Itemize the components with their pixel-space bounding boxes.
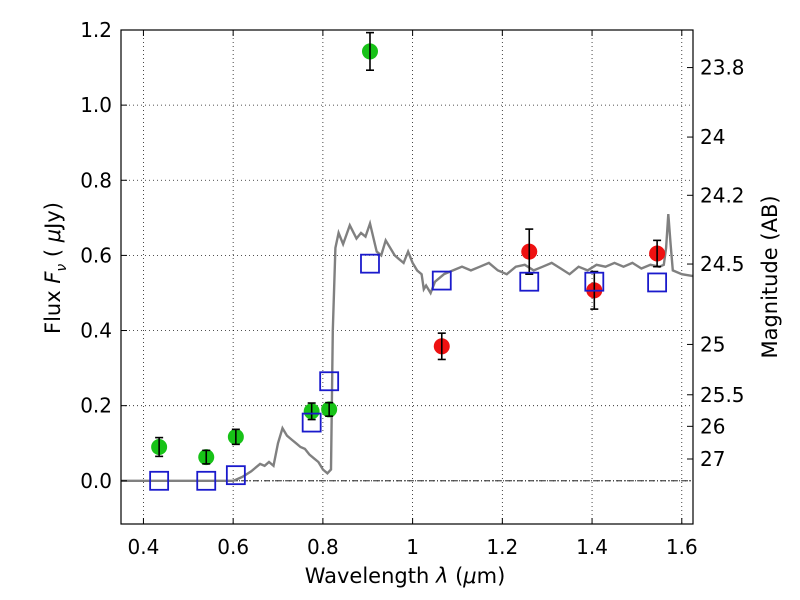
x-tick-label: 1.6 [666,535,698,559]
y2-tick-label: 23.8 [700,56,745,80]
model-photometry-square [519,271,540,292]
y-tick-label: 0.4 [80,319,112,343]
x-tick-label: 1.4 [576,535,608,559]
model-photometry-square [360,253,380,274]
plot-frame [120,29,694,525]
model-photometry-square [319,371,340,392]
y-tick-label: 1.2 [80,18,112,42]
model-layer [121,214,694,482]
y2-tick-label: 27 [700,447,725,471]
model-photometry-square [149,470,170,491]
y2-axis-label: Magnitude (AB) [758,195,782,358]
y2-tick-label: 26 [700,414,725,438]
model-photometry-square [584,271,605,292]
marker-layer [149,31,668,491]
model-photometry-square [225,465,246,486]
model-spectrum-line [121,214,694,482]
x-tick-label: 0.4 [128,535,160,559]
axes-layer: 0.4 0.6 0.8 1 1.2 1.4 1.6 0.0 0.2 0.4 0.6 0.8 1.0 1.2… [80,18,744,559]
label-layer: Wavelength λ (μm) Flux Fν ( μJy) Magnitu… [41,195,782,588]
y2-tick-label: 25 [700,332,725,356]
x-tick-label: 1 [406,535,419,559]
x-tick-label: 0.6 [217,535,249,559]
x-tick-label: 0.8 [307,535,339,559]
x-tick-label: 1.2 [486,535,518,559]
x-axis-label: Wavelength λ (μm) [305,564,506,588]
y2-tick-label: 24 [700,125,725,149]
model-photometry-square [431,270,452,291]
y-tick-label: 0.6 [80,243,112,267]
y-tick-label: 0.8 [80,168,112,192]
model-photometry-square [196,470,217,491]
y2-tick-label: 24.5 [700,252,745,276]
y-tick-label: 0.0 [80,469,112,493]
y2-tick-label: 24.2 [700,183,745,207]
y-tick-label: 1.0 [80,93,112,117]
y2-tick-label: 25.5 [700,383,745,407]
model-photometry-square [647,272,668,293]
y-axis-label: Flux Fν ( μJy) [41,202,70,334]
model-photometry-square [301,412,322,433]
y-tick-label: 0.2 [80,394,112,418]
